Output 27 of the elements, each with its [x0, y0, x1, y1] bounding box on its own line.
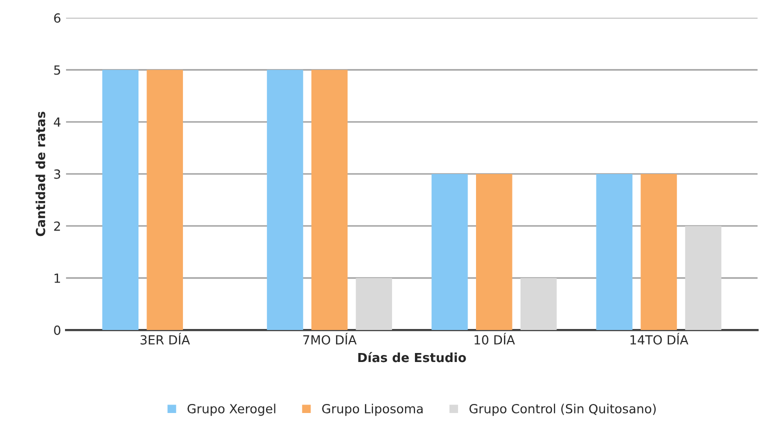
bar [356, 278, 392, 330]
x-tick-label: 3ER DÍA [140, 332, 190, 345]
x-tick-label: 10 DÍA [474, 332, 515, 345]
bar [311, 70, 348, 330]
y-tick-label: 0 [54, 326, 60, 335]
bar [520, 278, 557, 330]
bar [146, 70, 183, 330]
x-axis-title: Días de Estudio [358, 352, 466, 362]
y-axis-title: Cantidad de ratas [36, 112, 46, 236]
y-tick-label: 5 [54, 66, 60, 75]
legend-label: Grupo Liposoma [322, 404, 423, 416]
bar [685, 226, 722, 330]
x-tick-label: 14TO DÍA [630, 332, 688, 345]
bar [596, 174, 632, 330]
legend-label: Grupo Xerogel [188, 404, 276, 416]
legend-label: Grupo Control (Sin Quitosano) [469, 404, 656, 416]
y-tick-label: 6 [54, 13, 60, 23]
x-tick-label: 7MO DÍA [303, 332, 357, 345]
y-tick-label: 3 [54, 169, 60, 179]
y-tick-label: 4 [54, 118, 60, 127]
y-tick-label: 2 [54, 221, 60, 231]
bar [102, 70, 138, 330]
y-tick-label: 1 [54, 274, 60, 283]
bar [432, 174, 468, 330]
bar [640, 174, 677, 330]
bar [266, 70, 304, 330]
bar [476, 174, 512, 330]
